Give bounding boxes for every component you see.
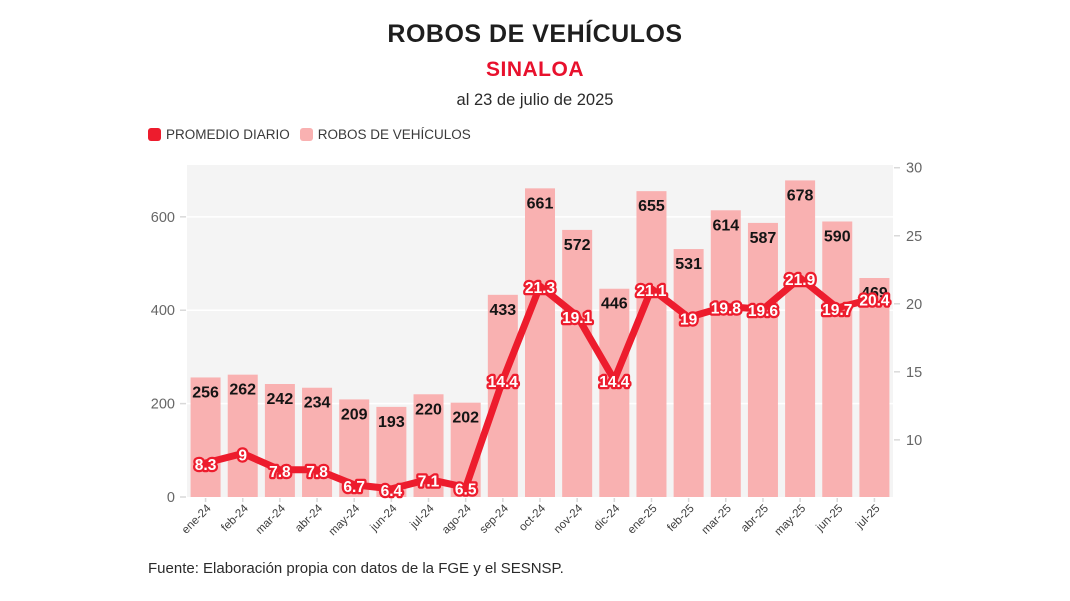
- point-value-label: 9: [238, 447, 247, 464]
- x-axis-label: jul-24: [408, 502, 438, 532]
- right-axis-tick-label: 15: [906, 365, 922, 381]
- point-value-label: 21.3: [525, 280, 556, 297]
- bar-value-label: 209: [341, 406, 368, 423]
- point-value-label: 19.7: [822, 302, 852, 319]
- bar-value-label: 433: [489, 302, 516, 319]
- bar: [859, 278, 890, 497]
- legend-item-bar-series: ROBOS DE VEHÍCULOS: [299, 127, 471, 142]
- x-axis-label: jul-25: [853, 503, 882, 532]
- chart-header: ROBOS DE VEHÍCULOS SINALOA al 23 de juli…: [0, 20, 1070, 110]
- x-axis-label: oct-24: [517, 502, 549, 534]
- bar: [376, 406, 407, 497]
- bar-value-label: 446: [601, 296, 628, 313]
- point-value-label: 14.4: [599, 374, 630, 391]
- bar-value-label: 234: [304, 395, 331, 412]
- x-axis-label: jun-24: [368, 502, 400, 534]
- point-value-label: 6.4: [381, 483, 403, 500]
- bar-value-label: 655: [638, 198, 665, 215]
- bar: [264, 383, 295, 497]
- left-axis-tick-label: 400: [151, 303, 175, 319]
- chart-date-note: al 23 de julio de 2025: [456, 91, 614, 109]
- point-value-label: 21.9: [785, 272, 816, 289]
- legend-item-line-series: PROMEDIO DIARIO: [148, 127, 290, 142]
- right-axis-tick-label: 10: [906, 433, 922, 449]
- bar: [599, 288, 630, 497]
- point-value-label: 7.8: [269, 464, 291, 481]
- x-axis-label: abr-25: [739, 503, 771, 535]
- point-value-label: 20.4: [859, 292, 890, 309]
- x-axis-label: mar-25: [700, 503, 734, 537]
- point-value-label: 19.8: [711, 301, 742, 318]
- legend-label: ROBOS DE VEHÍCULOS: [317, 127, 471, 142]
- bar: [525, 188, 555, 497]
- x-axis-label: may-24: [327, 502, 363, 538]
- bar-value-label: 262: [229, 382, 256, 399]
- point-value-label: 19: [680, 311, 698, 328]
- chart-title: ROBOS DE VEHÍCULOS: [387, 20, 683, 48]
- source-note: Fuente: Elaboración propia con datos de …: [148, 560, 564, 577]
- legend-swatch-bar: [299, 128, 313, 141]
- bar: [302, 387, 333, 497]
- bar: [822, 221, 853, 497]
- x-axis-label: may-25: [773, 503, 809, 539]
- x-axis-label: ago-24: [440, 502, 474, 536]
- bar: [562, 229, 593, 497]
- point-value-label: 6.5: [455, 481, 477, 498]
- x-axis-label: feb-25: [665, 503, 697, 535]
- bar: [487, 294, 518, 497]
- x-axis-label: abr-24: [293, 502, 325, 534]
- bar-value-label: 614: [712, 217, 739, 234]
- trend-line: [202, 274, 878, 493]
- x-axis-label: nov-24: [552, 502, 586, 536]
- point-value-label: 21.1: [636, 283, 667, 300]
- left-axis-tick-label: 0: [167, 490, 175, 506]
- bar-value-label: 531: [675, 256, 702, 273]
- bar: [190, 377, 221, 497]
- bar: [636, 191, 667, 497]
- legend-label: PROMEDIO DIARIO: [166, 127, 290, 142]
- x-axis-label: ene-24: [180, 502, 214, 536]
- point-value-label: 14.4: [488, 374, 519, 391]
- x-axis-label: dic-24: [592, 502, 623, 533]
- left-axis-tick-label: 200: [151, 397, 175, 413]
- right-axis-tick-label: 30: [906, 161, 922, 177]
- bar-value-label: 587: [750, 230, 777, 247]
- left-axis-tick-label: 600: [151, 210, 175, 226]
- bar-value-label: 242: [267, 391, 294, 408]
- point-value-label: 7.1: [418, 473, 440, 490]
- legend-swatch-line: [148, 128, 161, 141]
- point-value-label: 19.6: [748, 303, 779, 320]
- right-axis-tick-label: 20: [906, 297, 922, 313]
- bar-value-label: 678: [787, 187, 814, 204]
- bar-value-label: 202: [452, 410, 479, 427]
- chart-subtitle: SINALOA: [486, 58, 584, 81]
- x-axis-label: sep-24: [478, 502, 512, 536]
- x-axis-label: jun-25: [814, 503, 846, 535]
- point-value-label: 19.1: [562, 310, 593, 327]
- x-axis-label: feb-24: [219, 502, 251, 534]
- point-value-label: 6.7: [343, 479, 365, 496]
- bar-value-label: 193: [378, 414, 405, 431]
- bar: [785, 180, 816, 497]
- bar: [747, 222, 778, 497]
- bar: [673, 249, 704, 497]
- x-axis-label: mar-24: [254, 502, 289, 537]
- bar-value-label: 572: [564, 237, 591, 254]
- chart-legend: PROMEDIO DIARIO ROBOS DE VEHÍCULOS: [148, 127, 471, 142]
- right-axis-tick-label: 25: [906, 229, 922, 245]
- bar-value-label: 220: [415, 401, 442, 418]
- point-value-label: 8.3: [195, 457, 217, 474]
- bar-value-label: 590: [824, 229, 851, 246]
- bar: [227, 374, 258, 497]
- bar-value-label: 256: [192, 384, 219, 401]
- bar: [710, 210, 741, 497]
- bar-value-label: 661: [527, 195, 554, 212]
- point-value-label: 7.8: [306, 464, 328, 481]
- x-axis-label: ene-25: [626, 503, 660, 537]
